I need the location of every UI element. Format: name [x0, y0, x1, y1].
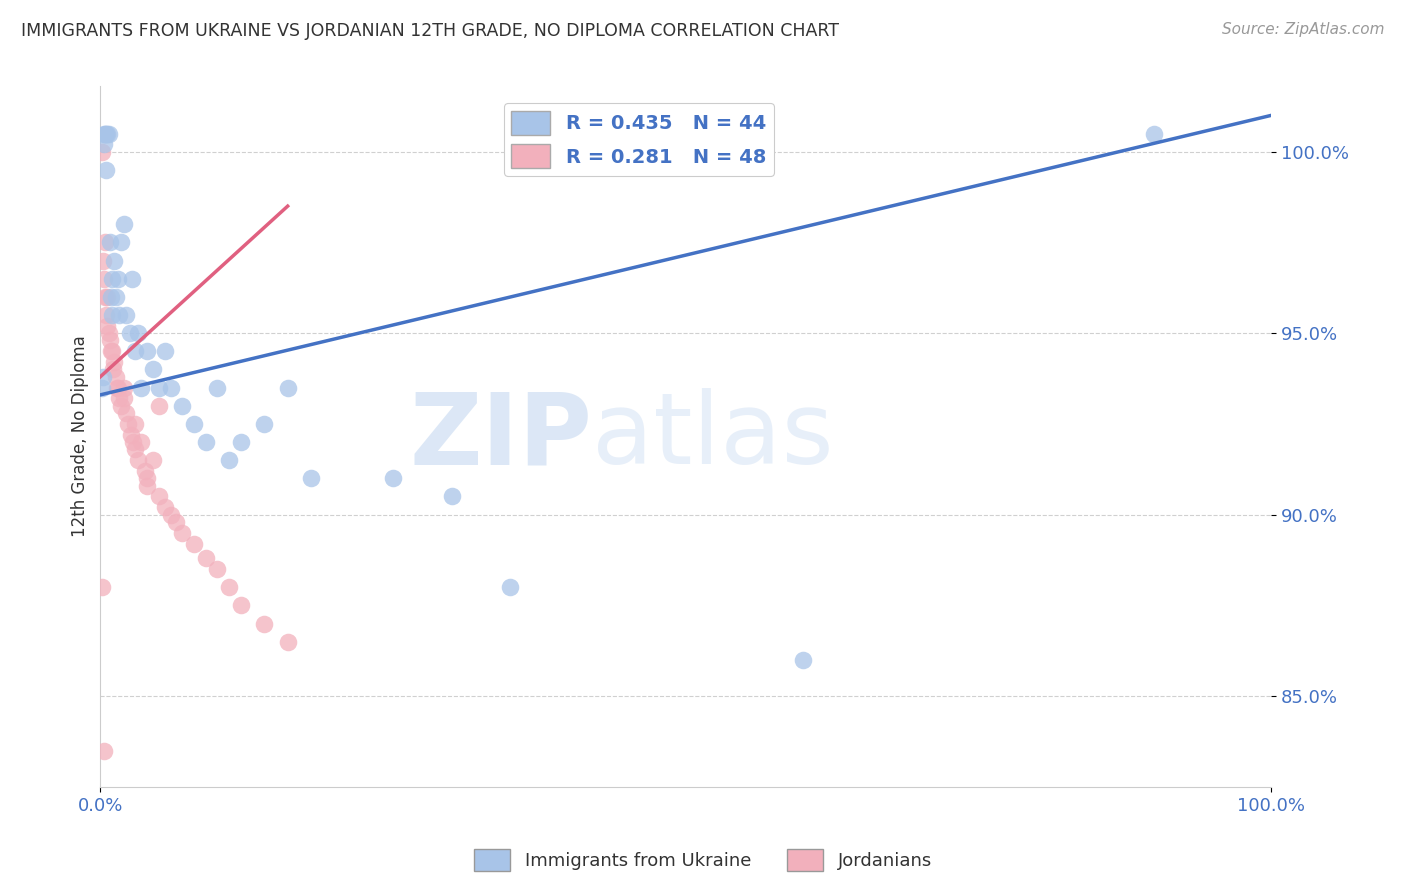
Text: atlas: atlas — [592, 388, 834, 485]
Point — [1143, 127, 1166, 141]
Point — [96, 127, 118, 141]
Point — [104, 290, 127, 304]
Point — [112, 381, 135, 395]
Point — [499, 580, 522, 594]
Point — [118, 326, 141, 340]
Point — [110, 235, 132, 250]
Point — [94, 235, 117, 250]
Point — [101, 308, 124, 322]
Text: ZIP: ZIP — [409, 388, 592, 485]
Point — [91, 253, 114, 268]
Text: IMMIGRANTS FROM UKRAINE VS JORDANIAN 12TH GRADE, NO DIPLOMA CORRELATION CHART: IMMIGRANTS FROM UKRAINE VS JORDANIAN 12T… — [21, 22, 839, 40]
Point — [299, 471, 322, 485]
Point — [148, 490, 170, 504]
Point — [172, 399, 194, 413]
Point — [103, 253, 125, 268]
Point — [97, 326, 120, 340]
Point — [253, 417, 276, 431]
Point — [103, 362, 125, 376]
Legend: R = 0.435   N = 44, R = 0.281   N = 48: R = 0.435 N = 44, R = 0.281 N = 48 — [503, 103, 775, 176]
Point — [98, 235, 121, 250]
Point — [96, 127, 118, 141]
Point — [108, 392, 131, 406]
Point — [91, 369, 114, 384]
Point — [142, 453, 165, 467]
Point — [100, 344, 122, 359]
Point — [159, 508, 181, 522]
Point — [96, 318, 118, 333]
Point — [792, 653, 814, 667]
Point — [440, 490, 463, 504]
Point — [93, 271, 115, 285]
Point — [183, 417, 205, 431]
Point — [124, 442, 146, 457]
Point — [94, 290, 117, 304]
Point — [97, 127, 120, 141]
Point — [136, 478, 159, 492]
Point — [108, 308, 131, 322]
Point — [98, 334, 121, 348]
Point — [101, 271, 124, 285]
Point — [110, 399, 132, 413]
Point — [127, 326, 149, 340]
Point — [153, 500, 176, 515]
Point — [153, 344, 176, 359]
Point — [131, 435, 153, 450]
Point — [127, 453, 149, 467]
Point — [148, 399, 170, 413]
Point — [136, 344, 159, 359]
Legend: Immigrants from Ukraine, Jordanians: Immigrants from Ukraine, Jordanians — [467, 842, 939, 879]
Point — [183, 536, 205, 550]
Point — [115, 406, 138, 420]
Point — [90, 145, 112, 159]
Point — [134, 464, 156, 478]
Point — [165, 515, 187, 529]
Point — [124, 344, 146, 359]
Point — [96, 162, 118, 177]
Point — [93, 137, 115, 152]
Point — [229, 599, 252, 613]
Text: Source: ZipAtlas.com: Source: ZipAtlas.com — [1222, 22, 1385, 37]
Point — [253, 616, 276, 631]
Point — [277, 634, 299, 648]
Point — [101, 344, 124, 359]
Point — [115, 308, 138, 322]
Point — [112, 392, 135, 406]
Point — [103, 355, 125, 369]
Point — [218, 453, 240, 467]
Point — [194, 435, 217, 450]
Point — [94, 127, 117, 141]
Point — [121, 271, 143, 285]
Point — [93, 743, 115, 757]
Point — [100, 290, 122, 304]
Point — [207, 562, 229, 576]
Point — [218, 580, 240, 594]
Point — [107, 381, 129, 395]
Point — [90, 580, 112, 594]
Y-axis label: 12th Grade, No Diploma: 12th Grade, No Diploma — [72, 335, 89, 538]
Point — [382, 471, 405, 485]
Point — [122, 435, 145, 450]
Point — [142, 362, 165, 376]
Point — [124, 417, 146, 431]
Point — [105, 381, 128, 395]
Point — [136, 471, 159, 485]
Point — [207, 381, 229, 395]
Point — [107, 271, 129, 285]
Point — [112, 217, 135, 231]
Point — [104, 369, 127, 384]
Point — [148, 381, 170, 395]
Point — [172, 525, 194, 540]
Point — [90, 381, 112, 395]
Point — [131, 381, 153, 395]
Point — [159, 381, 181, 395]
Point — [229, 435, 252, 450]
Point — [96, 308, 118, 322]
Point — [277, 381, 299, 395]
Point — [117, 417, 139, 431]
Point — [120, 427, 142, 442]
Point — [194, 551, 217, 566]
Point — [93, 127, 115, 141]
Point — [96, 290, 118, 304]
